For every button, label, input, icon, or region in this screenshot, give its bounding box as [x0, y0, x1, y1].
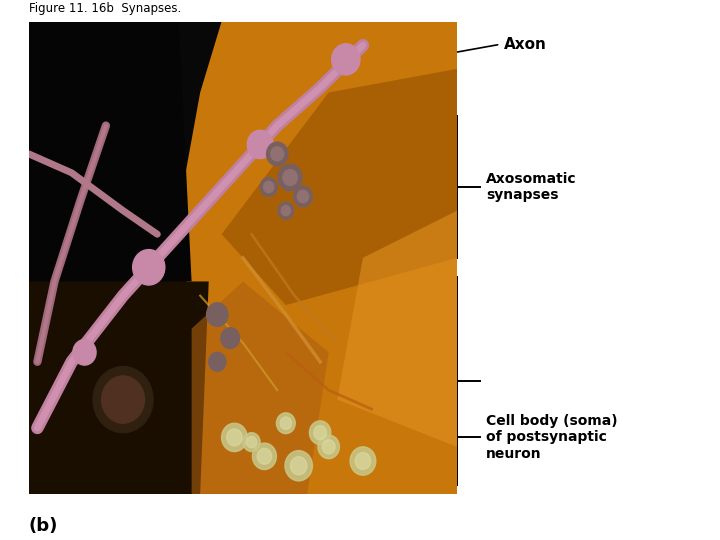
Circle shape: [294, 186, 312, 207]
Polygon shape: [179, 22, 457, 494]
Polygon shape: [29, 22, 192, 281]
Text: Axosomatic
synapses: Axosomatic synapses: [486, 172, 577, 202]
Polygon shape: [222, 69, 457, 305]
Circle shape: [282, 206, 290, 215]
Circle shape: [222, 423, 247, 451]
Circle shape: [290, 457, 307, 475]
Circle shape: [278, 164, 302, 191]
Circle shape: [243, 433, 260, 451]
Circle shape: [280, 417, 292, 429]
Circle shape: [266, 142, 288, 166]
Circle shape: [264, 181, 274, 193]
Circle shape: [73, 340, 96, 365]
Circle shape: [271, 147, 284, 161]
Circle shape: [278, 202, 294, 219]
Circle shape: [323, 440, 335, 454]
Circle shape: [221, 328, 240, 349]
Text: Axon: Axon: [504, 37, 547, 52]
Circle shape: [355, 453, 371, 469]
Circle shape: [350, 447, 376, 475]
Polygon shape: [192, 281, 328, 494]
Circle shape: [132, 249, 165, 285]
Circle shape: [318, 435, 339, 458]
Circle shape: [257, 448, 271, 464]
Circle shape: [297, 190, 309, 202]
Circle shape: [209, 352, 226, 372]
Circle shape: [246, 436, 257, 448]
Circle shape: [207, 303, 228, 326]
Circle shape: [253, 443, 276, 469]
Circle shape: [102, 376, 145, 423]
Circle shape: [227, 429, 242, 446]
Text: Cell body (soma)
of postsynaptic
neuron: Cell body (soma) of postsynaptic neuron: [486, 414, 618, 461]
Text: (b): (b): [29, 517, 58, 535]
Circle shape: [310, 421, 330, 444]
Text: Figure 11. 16b  Synapses.: Figure 11. 16b Synapses.: [29, 2, 181, 15]
Circle shape: [283, 170, 297, 185]
Circle shape: [260, 178, 277, 197]
Circle shape: [332, 44, 360, 75]
Circle shape: [93, 367, 153, 433]
Circle shape: [276, 413, 295, 434]
Circle shape: [285, 450, 312, 481]
Polygon shape: [29, 281, 209, 494]
Polygon shape: [337, 211, 457, 447]
Circle shape: [314, 426, 327, 440]
Circle shape: [247, 130, 273, 159]
